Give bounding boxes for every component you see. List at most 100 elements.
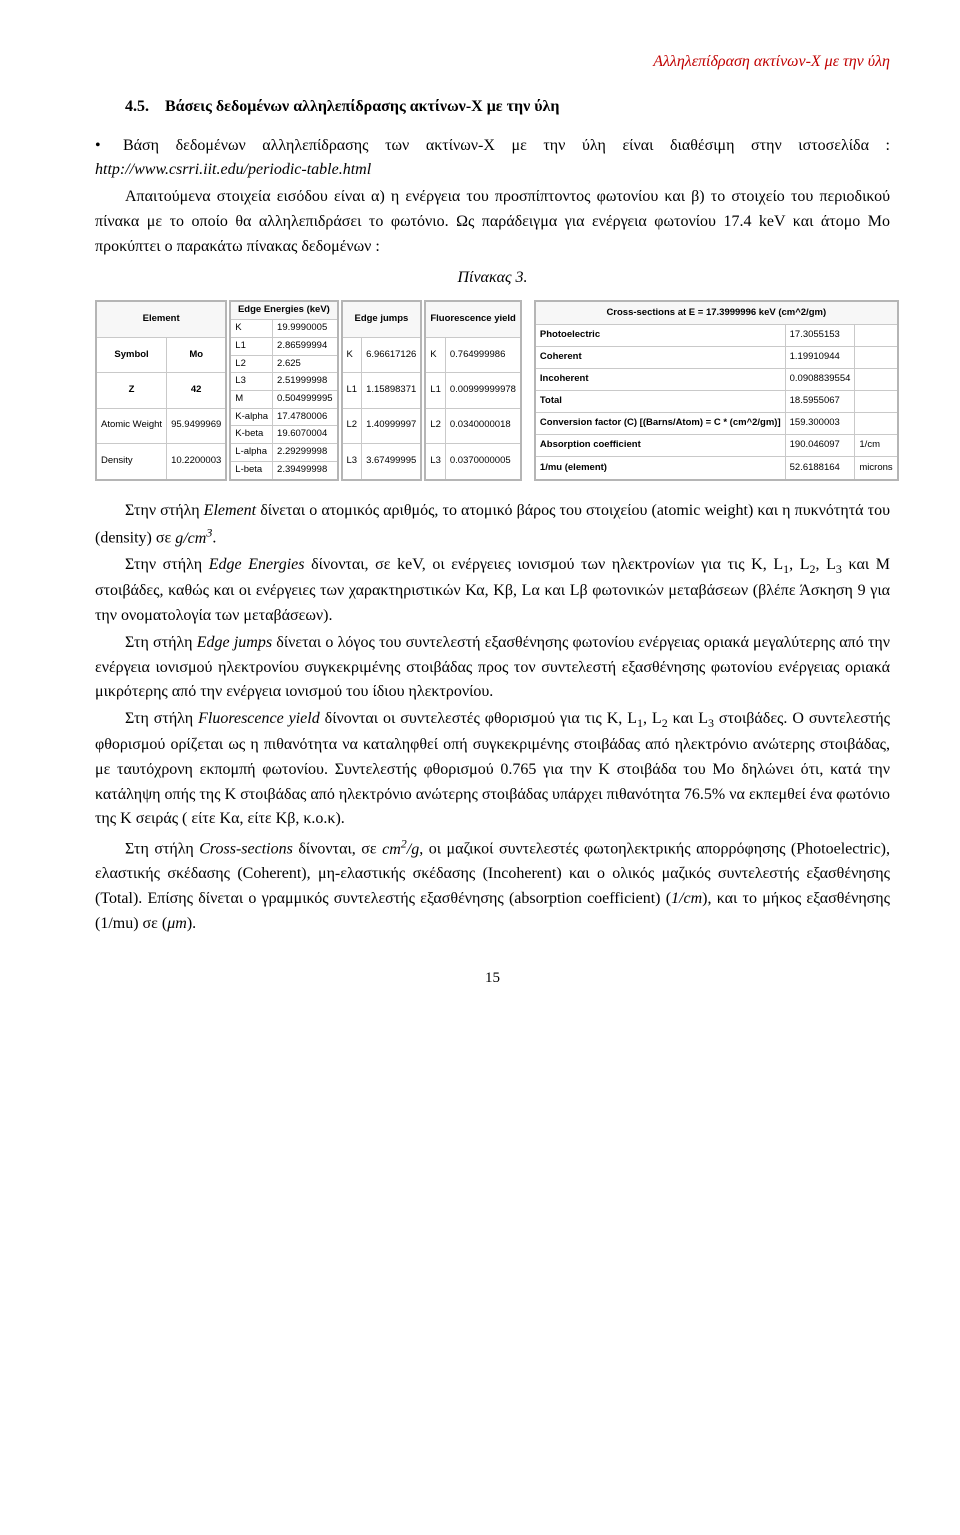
cell: 159.300003 xyxy=(785,413,855,435)
cell: K xyxy=(230,320,272,338)
cell: 42 xyxy=(167,373,227,408)
cell: 95.9499969 xyxy=(167,408,227,443)
edge-jumps-header: Edge jumps xyxy=(342,301,422,337)
cell: 0.504999995 xyxy=(273,390,338,408)
cell xyxy=(855,390,898,412)
cell: K-beta xyxy=(230,426,272,444)
cell: Absorption coefficient xyxy=(535,435,785,457)
table-row: Absorption coefficient190.0460971/cm xyxy=(535,435,898,457)
page-number: 15 xyxy=(95,967,890,990)
text: Στη στήλη xyxy=(125,634,197,651)
edge-energies-header: Edge Energies (keV) xyxy=(230,301,337,319)
unit: 1/cm xyxy=(671,890,702,907)
paragraph-element: Στην στήλη Element δίνεται ο ατομικός αρ… xyxy=(95,499,890,552)
unit: μm xyxy=(167,915,187,932)
table-row: L-alpha2.29299998 xyxy=(230,444,337,462)
text: δίνονται οι συντελεστές φθορισμού για τι… xyxy=(320,710,637,727)
cell: L1 xyxy=(230,337,272,355)
cell: 18.5955067 xyxy=(785,390,855,412)
cell: Atomic Weight xyxy=(96,408,167,443)
table-row: M0.504999995 xyxy=(230,390,337,408)
cell: 19.9990005 xyxy=(273,320,338,338)
paragraph-2: Απαιτούμενα στοιχεία εισόδου είναι α) η … xyxy=(95,185,890,259)
table-row: L30.0370000005 xyxy=(425,443,521,479)
cell: 2.51999998 xyxy=(273,373,338,391)
table-row: L12.86599994 xyxy=(230,337,337,355)
text: Στη στήλη xyxy=(125,841,199,858)
cell: 1/mu (element) xyxy=(535,457,785,480)
edge-energies-table: Edge Energies (keV) K19.9990005 L12.8659… xyxy=(229,300,338,480)
paragraph-fluorescence: Στη στήλη Fluorescence yield δίνονται οι… xyxy=(95,707,890,832)
cell: K-alpha xyxy=(230,408,272,426)
cell: Density xyxy=(96,443,167,479)
table-row: L22.625 xyxy=(230,355,337,373)
para1-url: http://www.csrri.iit.edu/periodic-table.… xyxy=(95,161,371,178)
cell xyxy=(855,346,898,368)
text: στοιβάδες. Ο συντελεστής φθορισμού ορίζε… xyxy=(95,710,890,827)
paragraph-edge-jumps: Στη στήλη Edge jumps δίνεται ο λόγος του… xyxy=(95,631,890,705)
cell: 6.96617126 xyxy=(362,338,422,373)
cell xyxy=(855,324,898,346)
element-table-header: Element xyxy=(96,301,226,337)
cell: L2 xyxy=(342,408,362,443)
cell: 10.2200003 xyxy=(167,443,227,479)
table-row: L20.0340000018 xyxy=(425,408,521,443)
cell: 1.19910944 xyxy=(785,346,855,368)
text: . xyxy=(212,530,216,547)
cell: 19.6070004 xyxy=(273,426,338,444)
cell: 190.046097 xyxy=(785,435,855,457)
table-row: Density10.2200003 xyxy=(96,443,226,479)
unit: cm2/g xyxy=(382,841,419,858)
table-row: K0.764999986 xyxy=(425,338,521,373)
table-row: Incoherent0.0908839554 xyxy=(535,368,898,390)
text-italic: Cross-sections xyxy=(199,841,293,858)
table-row: Photoelectric17.3055153 xyxy=(535,324,898,346)
section-heading: 4.5. Βάσεις δεδομένων αλληλεπίδρασης ακτ… xyxy=(95,95,890,120)
text: δίνονται, σε xyxy=(293,841,382,858)
text: , L xyxy=(789,556,809,573)
tables-container: Element SymbolMo Z42 Atomic Weight95.949… xyxy=(95,300,890,480)
table-row: L33.67499995 xyxy=(342,443,422,479)
table-row: Conversion factor (C) [(Barns/Atom) = C … xyxy=(535,413,898,435)
table-row: Atomic Weight95.9499969 xyxy=(96,408,226,443)
para1-pre: Βάση δεδομένων αλληλεπίδρασης των ακτίνω… xyxy=(123,137,890,154)
cell: M xyxy=(230,390,272,408)
text: ). xyxy=(187,915,196,932)
cell: 3.67499995 xyxy=(362,443,422,479)
bullet-paragraph-1: •Βάση δεδομένων αλληλεπίδρασης των ακτίν… xyxy=(95,134,890,184)
cell: Symbol xyxy=(96,338,167,373)
table-row: Coherent1.19910944 xyxy=(535,346,898,368)
cell: L2 xyxy=(230,355,272,373)
cell xyxy=(855,368,898,390)
table-row: K-beta19.6070004 xyxy=(230,426,337,444)
cell: L-beta xyxy=(230,461,272,479)
cell: L-alpha xyxy=(230,444,272,462)
cell: 17.3055153 xyxy=(785,324,855,346)
text-italic: Edge Energies xyxy=(209,556,305,573)
cell: 0.0908839554 xyxy=(785,368,855,390)
cell: 17.4780006 xyxy=(273,408,338,426)
cell: Mo xyxy=(167,338,227,373)
table-row: 1/mu (element)52.6188164microns xyxy=(535,457,898,480)
cell: Conversion factor (C) [(Barns/Atom) = C … xyxy=(535,413,785,435)
table-row: Total18.5955067 xyxy=(535,390,898,412)
text: , L xyxy=(643,710,662,727)
cell: L1 xyxy=(342,373,362,408)
section-number: 4.5. xyxy=(125,98,149,115)
table-row: K-alpha17.4780006 xyxy=(230,408,337,426)
cell: 2.29299998 xyxy=(273,444,338,462)
cross-sections-table: Cross-sections at E = 17.3999996 keV (cm… xyxy=(534,300,899,480)
cell: 2.86599994 xyxy=(273,337,338,355)
cell: 52.6188164 xyxy=(785,457,855,480)
cell: L3 xyxy=(230,373,272,391)
cell: L2 xyxy=(425,408,445,443)
cell: 0.764999986 xyxy=(445,338,521,373)
section-title-text: Βάσεις δεδομένων αλληλεπίδρασης ακτίνων-… xyxy=(165,98,559,115)
cell: Total xyxy=(535,390,785,412)
cell: 2.625 xyxy=(273,355,338,373)
cell: Photoelectric xyxy=(535,324,785,346)
text: δίνονται, σε keV, οι ενέργειες ιονισμού … xyxy=(305,556,784,573)
bullet-dot-icon: • xyxy=(95,134,123,159)
text: Στην στήλη xyxy=(125,502,204,519)
text: , L xyxy=(816,556,836,573)
